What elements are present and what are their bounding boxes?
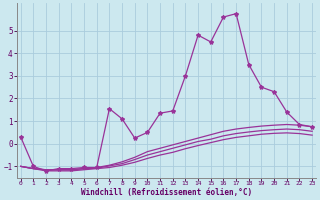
X-axis label: Windchill (Refroidissement éolien,°C): Windchill (Refroidissement éolien,°C)	[81, 188, 252, 197]
